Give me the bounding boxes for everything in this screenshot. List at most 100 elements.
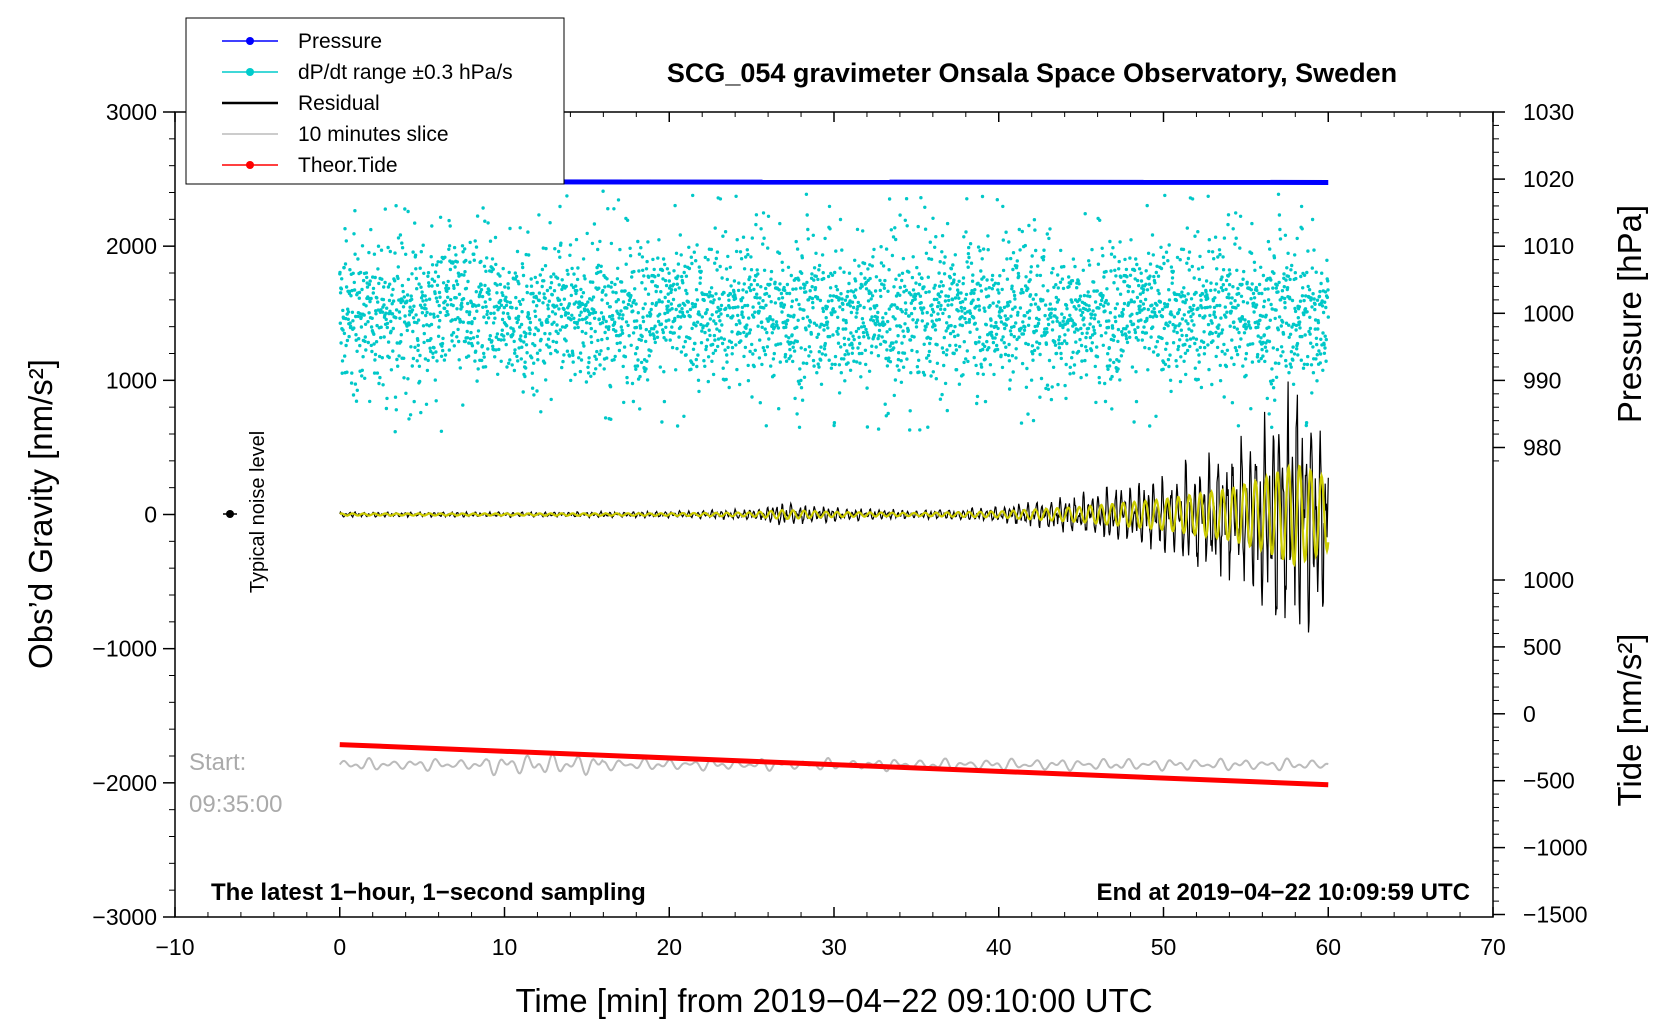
dpdt-point — [731, 314, 735, 318]
dpdt-point — [728, 306, 732, 310]
dpdt-point — [573, 372, 577, 377]
dpdt-point — [1195, 348, 1199, 352]
dpdt-point — [810, 296, 815, 301]
dpdt-point — [894, 277, 898, 281]
dpdt-point — [620, 289, 624, 293]
dpdt-point — [1087, 259, 1091, 263]
dpdt-point — [811, 300, 815, 305]
dpdt-point — [528, 328, 532, 332]
dpdt-point — [648, 333, 653, 337]
dpdt-point — [447, 244, 452, 248]
dpdt-point — [879, 245, 883, 249]
dpdt-point — [1079, 313, 1084, 317]
dpdt-point — [981, 247, 986, 251]
dpdt-point — [482, 315, 486, 319]
dpdt-point — [545, 317, 549, 322]
dpdt-point — [1051, 320, 1055, 324]
dpdt-point — [1076, 279, 1081, 283]
dpdt-point — [380, 277, 384, 281]
dpdt-point — [433, 291, 437, 296]
dpdt-point — [593, 310, 598, 315]
dpdt-point — [483, 365, 488, 369]
dpdt-point — [1158, 300, 1163, 304]
dpdt-point — [647, 275, 651, 279]
dpdt-point — [964, 357, 968, 361]
dpdt-point — [466, 279, 470, 284]
dpdt-point — [617, 348, 622, 353]
dpdt-point — [1064, 396, 1068, 401]
dpdt-point — [712, 333, 717, 338]
y-tick-label: −2000 — [92, 770, 157, 796]
dpdt-point — [600, 321, 605, 325]
dpdt-point — [761, 211, 766, 215]
dpdt-point — [1116, 327, 1121, 332]
dpdt-point — [1219, 316, 1223, 320]
dpdt-point — [1124, 337, 1129, 341]
dpdt-point — [1187, 250, 1192, 254]
dpdt-point — [1064, 362, 1068, 367]
dpdt-point — [368, 299, 372, 304]
dpdt-point — [485, 312, 489, 317]
dpdt-point — [541, 246, 545, 250]
dpdt-point — [595, 349, 599, 354]
dpdt-point — [723, 348, 727, 352]
dpdt-point — [996, 281, 1001, 286]
dpdt-point — [539, 337, 543, 342]
dpdt-point — [435, 299, 439, 304]
dpdt-point — [521, 265, 525, 270]
dpdt-point — [757, 309, 761, 313]
dpdt-point — [356, 314, 360, 319]
dpdt-point — [697, 313, 702, 317]
dpdt-point — [566, 272, 570, 276]
dpdt-point — [750, 342, 754, 347]
dpdt-point — [1211, 299, 1216, 303]
dpdt-point — [391, 299, 396, 303]
dpdt-point — [422, 331, 426, 336]
dpdt-point — [956, 333, 960, 337]
dpdt-point — [1009, 332, 1013, 337]
dpdt-point — [1296, 316, 1301, 320]
dpdt-point — [608, 385, 613, 389]
dpdt-point — [936, 292, 941, 296]
dpdt-point — [966, 359, 970, 364]
dpdt-point — [827, 358, 831, 362]
dpdt-point — [346, 307, 350, 311]
dpdt-point — [1088, 294, 1092, 299]
dpdt-point — [722, 291, 726, 295]
dpdt-point — [1276, 290, 1280, 294]
dpdt-point — [1086, 326, 1091, 331]
dpdt-point — [831, 333, 835, 337]
dpdt-point — [1108, 311, 1113, 315]
dpdt-point — [1162, 302, 1167, 306]
dpdt-point — [1215, 267, 1219, 271]
dpdt-point — [363, 376, 367, 380]
dpdt-point — [800, 256, 804, 260]
dpdt-point — [1179, 328, 1184, 332]
dpdt-point — [631, 309, 635, 313]
dpdt-point — [885, 348, 889, 352]
dpdt-point — [1164, 347, 1168, 351]
dpdt-point — [1124, 327, 1128, 331]
legend-label: Pressure — [298, 30, 382, 53]
dpdt-point — [390, 312, 395, 316]
dpdt-point — [879, 261, 884, 265]
dpdt-point — [864, 327, 868, 332]
dpdt-point — [579, 310, 583, 314]
dpdt-point — [763, 327, 767, 331]
dpdt-point — [377, 281, 381, 286]
dpdt-point — [1262, 305, 1266, 309]
dpdt-point — [607, 325, 611, 329]
dpdt-point — [385, 306, 389, 310]
dpdt-point — [514, 306, 519, 310]
dpdt-point — [955, 283, 959, 287]
dpdt-point — [1231, 227, 1235, 231]
dpdt-point — [512, 329, 516, 333]
dpdt-point — [901, 256, 906, 261]
dpdt-point — [415, 321, 419, 325]
dpdt-point — [477, 293, 482, 297]
dpdt-point — [1117, 314, 1122, 318]
dpdt-point — [625, 375, 629, 380]
dpdt-point — [1326, 288, 1330, 292]
start-label: Start: — [189, 749, 246, 776]
dpdt-point — [1065, 341, 1069, 346]
